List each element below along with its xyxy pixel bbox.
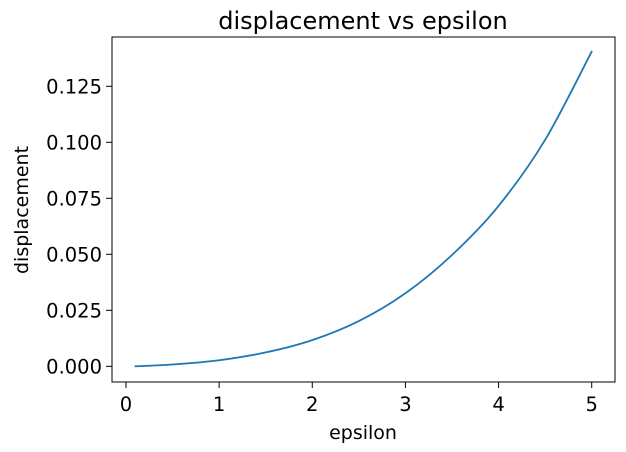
y-tick-label: 0.125 bbox=[46, 75, 102, 98]
y-tick-label: 0.075 bbox=[46, 187, 102, 210]
y-tick-label: 0.025 bbox=[46, 299, 102, 322]
series-line bbox=[134, 50, 593, 368]
x-tick-label: 2 bbox=[306, 393, 318, 416]
x-tick-label: 3 bbox=[399, 393, 411, 416]
chart-title: displacement vs epsilon bbox=[218, 7, 507, 35]
x-tick-label: 0 bbox=[120, 393, 132, 416]
x-tick-label: 1 bbox=[213, 393, 225, 416]
y-tick-label: 0.100 bbox=[46, 131, 102, 154]
x-tick-label: 4 bbox=[492, 393, 504, 416]
y-tick-label: 0.000 bbox=[46, 355, 102, 378]
y-tick-label: 0.050 bbox=[46, 243, 102, 266]
series-layer bbox=[134, 50, 593, 368]
y-axis: 0.000 0.025 0.050 0.075 0.100 0.125 bbox=[46, 75, 112, 378]
plot-area bbox=[111, 36, 616, 383]
y-axis-label: displacement bbox=[11, 146, 33, 274]
x-tick-label: 5 bbox=[586, 393, 598, 416]
x-axis: 0 1 2 3 4 5 bbox=[120, 382, 598, 416]
x-axis-label: epsilon bbox=[329, 422, 397, 444]
